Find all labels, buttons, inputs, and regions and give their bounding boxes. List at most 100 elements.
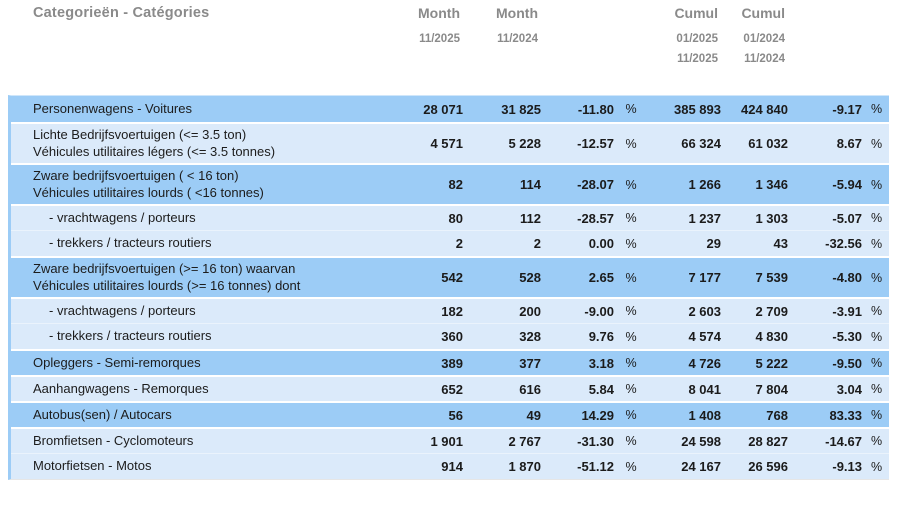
column-month-pct-sign-spacer (613, 0, 643, 95)
column-cumul-previous: Cumul 01/2024 11/2024 (720, 0, 787, 95)
month-previous-value: 200 (519, 303, 541, 319)
table-row: Opleggers - Semi-remorques 389 377 3.18 … (11, 349, 889, 375)
percent-sign: % (870, 211, 883, 225)
cumul-percent-change: -14.67 (825, 433, 862, 449)
percent-sign: % (870, 236, 883, 251)
cumul-current-value: 24 167 (681, 459, 721, 474)
month-previous-value: 616 (519, 381, 541, 397)
month-current-value: 56 (448, 407, 463, 423)
cumul-previous-value: 7 539 (755, 270, 788, 285)
percent-sign: % (625, 329, 637, 344)
month-percent-change: 5.84 (588, 381, 614, 397)
row-label-line: Bromfietsen - Cyclomoteurs (33, 432, 194, 448)
column-title: Cumul (741, 5, 785, 21)
cumul-current-value: 7 177 (688, 270, 721, 285)
cumul-previous-value: 28 827 (748, 433, 788, 449)
percent-sign: % (625, 136, 637, 151)
month-current-value: 542 (441, 270, 463, 285)
month-current-value: 2 (455, 236, 463, 251)
month-percent-change: 0.00 (588, 236, 614, 251)
month-previous-value: 377 (519, 355, 541, 371)
cumul-previous-value: 1 346 (755, 177, 788, 192)
percent-sign: % (870, 434, 883, 448)
column-period-end: 11/2025 (677, 53, 718, 65)
month-current-value: 182 (441, 303, 463, 319)
percent-sign: % (625, 304, 637, 318)
row-label-line: Personenwagens - Voitures (33, 100, 192, 116)
month-previous-value: 2 767 (508, 433, 541, 449)
column-period-start: 01/2024 (743, 33, 785, 45)
month-previous-value: 114 (520, 177, 541, 192)
column-period: 11/2025 (419, 33, 460, 45)
percent-sign: % (625, 356, 637, 370)
cumul-previous-value: 61 032 (748, 136, 788, 151)
row-label-line: - trekkers / tracteurs routiers (49, 235, 212, 251)
column-cumul-pct-spacer (787, 0, 861, 95)
month-percent-change: -51.12 (577, 459, 614, 474)
percent-sign: % (870, 304, 883, 318)
column-title: Month (496, 5, 538, 21)
percent-sign: % (870, 136, 883, 151)
percent-sign: % (870, 459, 883, 474)
table-row: - trekkers / tracteurs routiers 2 2 0.00… (11, 230, 889, 256)
table-row: Autobus(sen) / Autocars 56 49 14.29 % 1 … (11, 401, 889, 427)
table-row: Bromfietsen - Cyclomoteurs 1 901 2 767 -… (11, 427, 889, 453)
row-label: Personenwagens - Voitures (11, 98, 356, 121)
cumul-previous-value: 43 (773, 236, 788, 251)
month-percent-change: -9.00 (584, 303, 614, 319)
cumul-percent-change: -32.56 (825, 236, 862, 251)
cumul-current-value: 1 408 (688, 407, 721, 423)
cumul-previous-value: 7 804 (755, 381, 788, 397)
cumul-percent-change: -5.07 (832, 210, 862, 226)
row-label: - trekkers / tracteurs routiers (11, 325, 356, 348)
percent-sign: % (625, 270, 637, 285)
percent-sign: % (625, 211, 637, 225)
row-label-line: - vrachtwagens / porteurs (49, 302, 196, 318)
cumul-current-value: 8 041 (688, 381, 721, 397)
month-current-value: 82 (448, 177, 463, 192)
month-current-value: 28 071 (423, 101, 463, 117)
cumul-previous-value: 1 303 (755, 210, 788, 226)
row-label: Opleggers - Semi-remorques (11, 352, 356, 375)
table-row: - vrachtwagens / porteurs 182 200 -9.00 … (11, 297, 889, 323)
row-label-line: Zware bedrijfsvoertuigen ( < 16 ton) (33, 168, 239, 183)
month-previous-value: 112 (520, 210, 541, 226)
cumul-current-value: 1 266 (688, 177, 721, 192)
row-label: - trekkers / tracteurs routiers (11, 232, 356, 255)
row-label-line: Véhicules utilitaires lourds ( <16 tonne… (33, 184, 264, 200)
month-previous-value: 1 870 (508, 459, 541, 474)
month-previous-value: 5 228 (508, 136, 541, 151)
percent-sign: % (870, 329, 883, 344)
month-percent-change: -12.57 (577, 136, 614, 151)
month-previous-value: 2 (533, 236, 541, 251)
cumul-current-value: 4 574 (688, 329, 721, 344)
column-title: Month (418, 5, 460, 21)
month-percent-change: 2.65 (588, 270, 614, 285)
column-title: Cumul (674, 5, 718, 21)
table-row: Zware bedrijfsvoertuigen ( < 16 ton) Véhi… (11, 163, 889, 204)
cumul-previous-value: 768 (766, 407, 788, 423)
cumul-percent-change: 3.04 (836, 381, 862, 397)
row-label: Aanhangwagens - Remorques (11, 378, 356, 401)
column-period: 11/2024 (497, 33, 538, 45)
month-percent-change: -28.07 (577, 177, 614, 192)
cumul-previous-value: 5 222 (755, 355, 788, 371)
month-previous-value: 528 (519, 270, 541, 285)
month-current-value: 4 571 (430, 136, 463, 151)
month-current-value: 914 (441, 459, 463, 474)
column-month-current: Month 11/2025 (353, 0, 462, 95)
cumul-percent-change: -5.94 (832, 177, 862, 192)
month-percent-change: 3.18 (588, 355, 614, 371)
cumul-previous-value: 424 840 (741, 101, 788, 117)
percent-sign: % (625, 382, 637, 396)
column-month-pct-spacer (540, 0, 613, 95)
percent-sign: % (870, 356, 883, 370)
row-label: Lichte Bedrijfsvoertuigen (<= 3.5 ton) Vé… (11, 124, 356, 163)
percent-sign: % (870, 408, 883, 422)
percent-sign: % (625, 459, 637, 474)
table-row: Personenwagens - Voitures 28 071 31 825 … (11, 96, 889, 122)
cumul-current-value: 385 893 (674, 101, 721, 117)
row-label: Zware bedrijfsvoertuigen ( < 16 ton) Véhi… (11, 165, 356, 204)
row-label-line: Aanhangwagens - Remorques (33, 380, 209, 396)
